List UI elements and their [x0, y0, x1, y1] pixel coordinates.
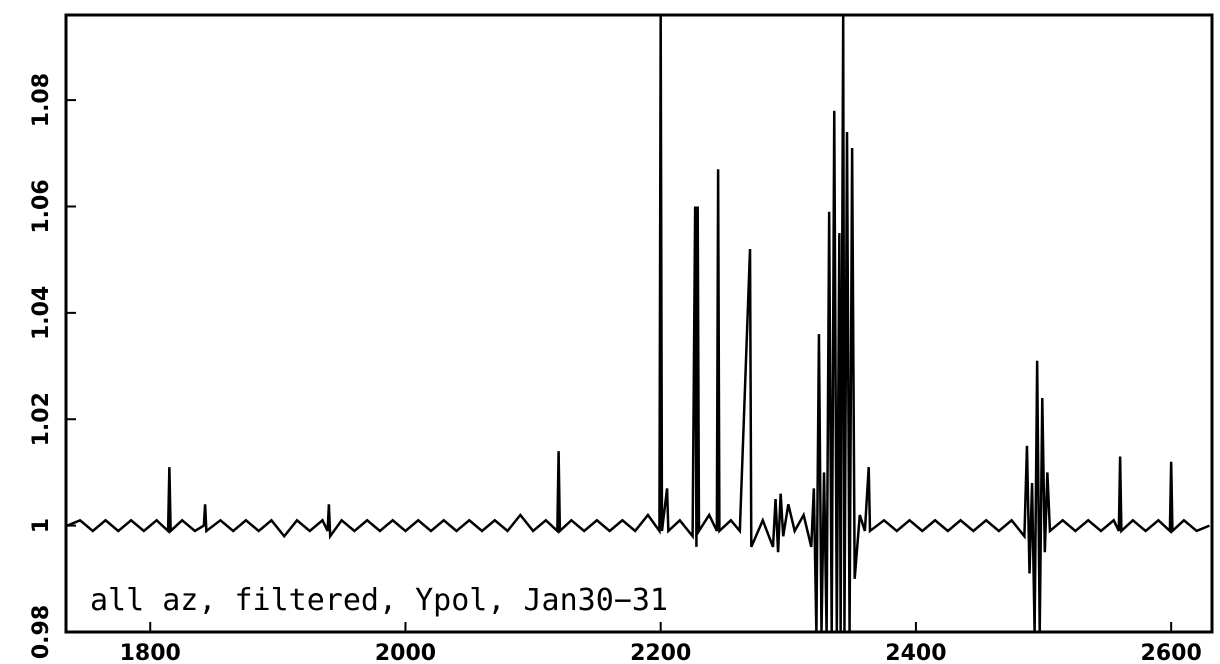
x-tick-label: 2600	[1141, 641, 1202, 664]
y-tick-label: 1.08	[29, 73, 54, 127]
x-tick-label: 2200	[630, 641, 691, 664]
y-tick-label: 1.04	[29, 286, 54, 340]
x-tick-label: 1800	[120, 641, 181, 664]
y-tick-label: 1	[29, 518, 54, 533]
y-tick-label: 0.98	[29, 605, 54, 659]
y-tick-label: 1.02	[29, 392, 54, 446]
plot-area	[66, 15, 1210, 632]
x-tick-label: 2400	[885, 641, 946, 664]
data-line	[66, 15, 1210, 632]
y-tick-label: 1.06	[29, 179, 54, 233]
plot-frame	[64, 13, 1214, 634]
annotation: all az, filtered, Ypol, Jan30−31	[90, 583, 668, 618]
x-tick-label: 2000	[375, 641, 436, 664]
